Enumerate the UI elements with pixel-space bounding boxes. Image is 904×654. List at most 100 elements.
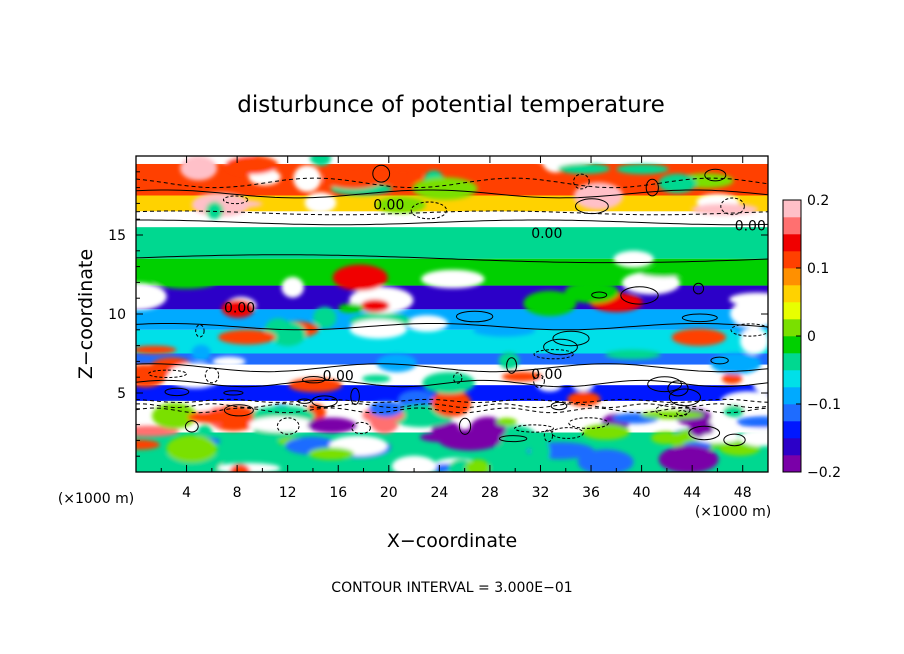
contour-loop-36	[692, 282, 705, 295]
colorbar-tick-label-4: −0.2	[807, 465, 841, 481]
texture-blob-136	[658, 173, 697, 194]
contour-loop-6	[688, 425, 721, 441]
texture-blob-43	[369, 400, 403, 418]
texture-blob-82	[136, 345, 177, 354]
texture-blob-132	[536, 156, 592, 165]
contour-line-1	[136, 403, 768, 409]
texture-blob-116	[730, 299, 768, 328]
texture-blob-113	[523, 290, 577, 316]
texture-blob-33	[431, 389, 472, 417]
texture-blob-125	[293, 165, 322, 193]
texture-blob-69	[307, 417, 357, 433]
texture-blob-142	[206, 201, 224, 220]
contour-labels: 0.00 0.00 0.00 0.00 0.00 0.00	[224, 198, 766, 385]
texture-blob-70	[313, 306, 337, 329]
contour-loop-42	[222, 195, 249, 205]
contour-loop-46	[704, 168, 727, 182]
texture-blob-88	[362, 374, 391, 383]
x-tick-label-10: 44	[683, 485, 701, 501]
contour-line-0	[136, 407, 768, 414]
texture-blob-73	[721, 373, 743, 385]
texture-blob-91	[168, 362, 223, 389]
contour-loop-27	[681, 313, 718, 323]
contour-loop-13	[498, 435, 528, 443]
contour-loop-45	[372, 164, 391, 183]
x-tick-label-11: 48	[734, 485, 752, 501]
texture-blob-96	[710, 352, 762, 375]
texture-blob-92	[536, 377, 563, 392]
contour-line-8	[136, 210, 768, 216]
texture-blob-138	[180, 156, 218, 181]
texture-blob-46	[151, 402, 197, 429]
contour-loop-5	[568, 417, 609, 429]
texture-blob-55	[567, 391, 601, 407]
texture-blob-114	[332, 264, 388, 291]
texture-blob-23	[136, 425, 180, 437]
contour-loop-28	[730, 323, 768, 337]
contour-label-3: 0.00	[224, 300, 255, 316]
contour-lines	[136, 164, 768, 447]
x-tick-label-3: 16	[329, 485, 347, 501]
texture-blob-133	[323, 169, 384, 189]
contour-label-2: 0.00	[735, 218, 766, 234]
texture-blob-115	[564, 281, 619, 304]
contour-loop-24	[184, 420, 199, 433]
texture-blob-64	[496, 417, 517, 426]
texture-blob-110	[152, 272, 219, 289]
contour-loop-4	[302, 376, 326, 384]
contour-loop-40	[720, 197, 745, 216]
contour-loop-41	[410, 201, 448, 220]
contour-loop-17	[276, 417, 300, 435]
y-tick-label-1: 10	[108, 307, 126, 323]
contour-loop-1	[164, 387, 190, 397]
band-10	[136, 211, 768, 228]
contour-loop-0	[311, 395, 338, 408]
contour-loop-12	[533, 374, 545, 388]
x-tick-label-4: 20	[380, 485, 398, 501]
contour-line-4	[136, 363, 768, 373]
contour-loop-38	[710, 356, 729, 365]
contour-line-3	[136, 379, 768, 388]
colorbar-swatch-10	[783, 285, 801, 303]
contour-loop-34	[455, 310, 494, 323]
colorbar-swatch-2	[783, 421, 801, 439]
colorbar-swatch-13	[783, 234, 801, 252]
colorbar-swatch-9	[783, 302, 801, 320]
x-tick-label-5: 24	[430, 485, 448, 501]
texture-blob-94	[501, 371, 543, 382]
texture-blob-101	[136, 282, 167, 311]
texture-blob-140	[412, 177, 478, 200]
plot-area: 0.00 0.00 0.00 0.00 0.00 0.00	[136, 156, 768, 472]
texture-blob-109	[221, 299, 255, 318]
contour-loop-21	[453, 372, 463, 384]
colorbar: 0.2 0.1 0 −0.1 −0.2	[782, 193, 841, 481]
contour-loop-15	[676, 410, 688, 417]
contour-loop-33	[591, 291, 608, 299]
texture-blob-50	[248, 416, 314, 433]
x-unit-right: (×1000 m)	[695, 504, 771, 520]
texture-blob-128	[376, 196, 426, 214]
texture-blob-80	[191, 344, 211, 361]
colorbar-tick-label-1: 0.1	[807, 261, 829, 277]
x-tick-label-0: 4	[182, 485, 191, 501]
contour-interval-note: CONTOUR INTERVAL = 3.000E−01	[331, 580, 572, 596]
texture-blob-117	[729, 292, 768, 307]
colorbar-swatch-8	[783, 319, 801, 337]
texture-blob-66	[166, 435, 218, 463]
texture-blob-51	[723, 405, 745, 418]
texture-blob-71	[571, 376, 595, 392]
texture-blob-68	[640, 410, 704, 420]
x-axis-label: X−coordinate	[387, 530, 517, 552]
band-4	[136, 353, 768, 365]
colorbar-swatch-11	[783, 268, 801, 286]
texture-blob-75	[376, 353, 417, 373]
chart-title: disturbunce of potential temperature	[237, 92, 665, 118]
colorbar-tick-label-0: 0.2	[807, 193, 829, 209]
texture-blob-76	[671, 328, 727, 346]
colorbar-swatch-7	[783, 336, 801, 354]
contour-loop-44	[575, 198, 609, 215]
texture-blob-143	[310, 156, 332, 166]
colorbar-swatch-1	[783, 438, 801, 456]
x-axis: 4 8 12 16 20 24 28 32 36 40 44 48	[160, 156, 752, 501]
